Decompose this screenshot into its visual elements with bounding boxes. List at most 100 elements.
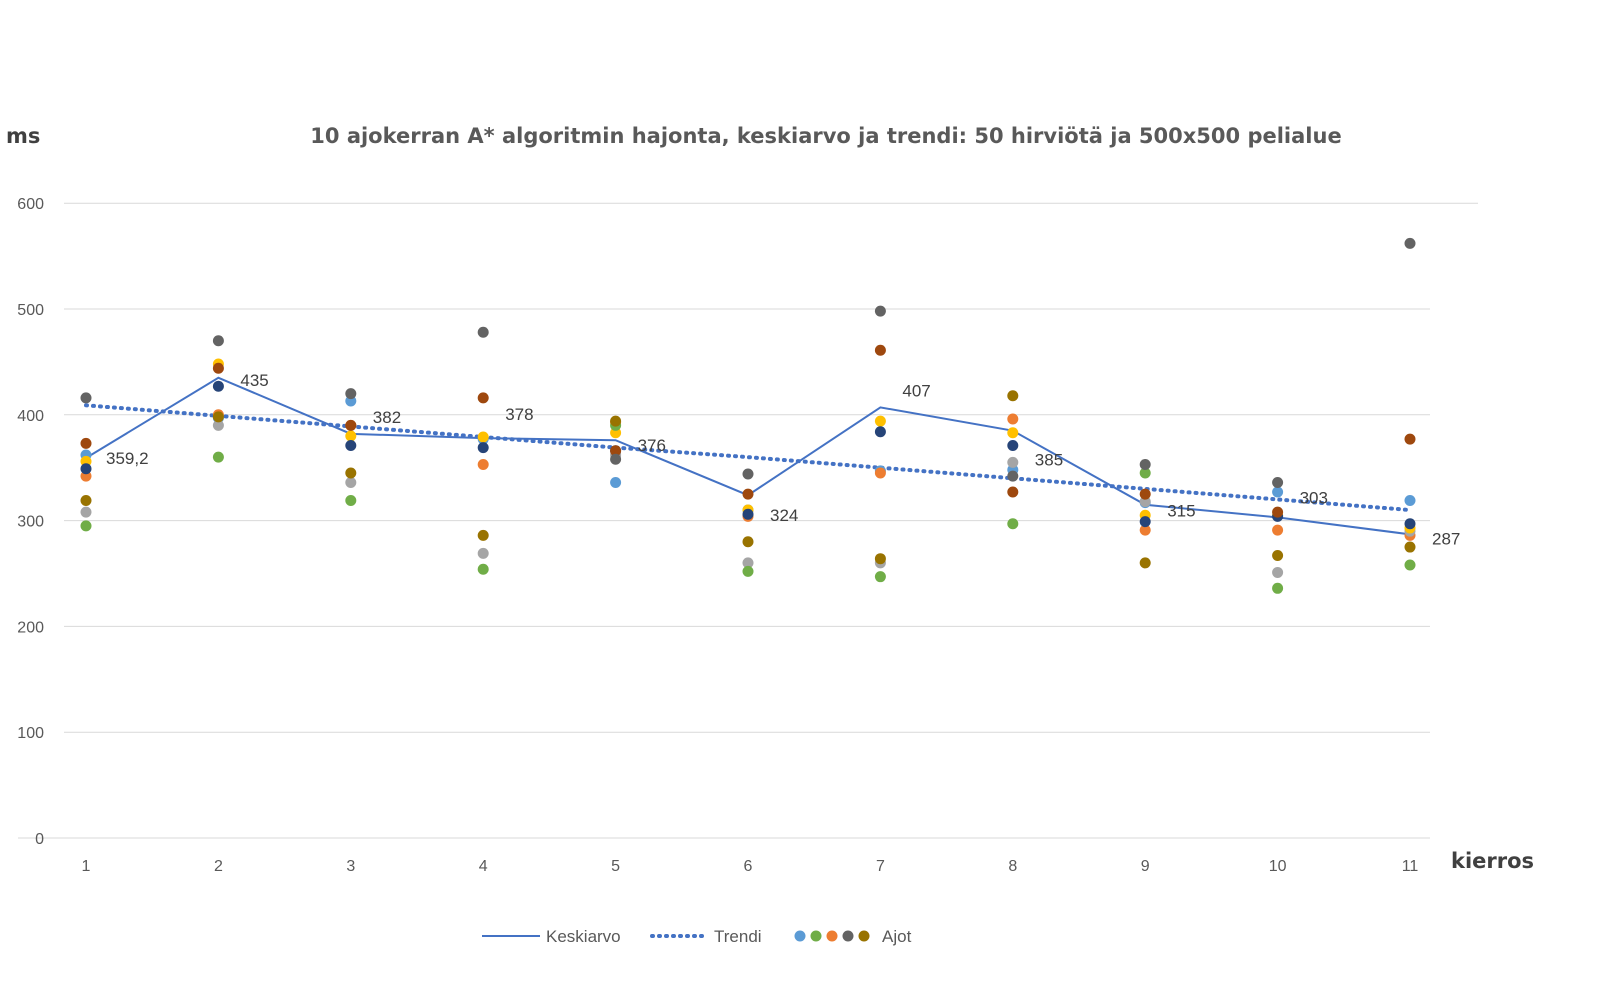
run-point (1139, 524, 1151, 536)
average-data-label: 287 (1432, 529, 1460, 548)
run-points (80, 237, 1416, 594)
average-data-label: 378 (505, 405, 533, 424)
y-tick-label: 400 (17, 408, 44, 425)
run-point (1272, 524, 1284, 536)
x-tick-label: 5 (611, 858, 620, 875)
run-point (345, 439, 357, 451)
run-point (212, 335, 224, 347)
run-point (1007, 456, 1019, 468)
run-point (1404, 518, 1416, 530)
x-axis-ticks: 1 2 3 4 5 6 7 8 9 10 11 (82, 858, 1419, 875)
run-point (874, 467, 886, 479)
x-tick-label: 8 (1008, 858, 1017, 875)
x-tick-label: 3 (346, 858, 355, 875)
run-point (212, 362, 224, 374)
run-point (874, 344, 886, 356)
x-tick-label: 11 (1402, 858, 1419, 875)
run-point (345, 419, 357, 431)
average-data-label: 324 (770, 506, 798, 525)
run-point (874, 415, 886, 427)
trend-line (84, 403, 1412, 513)
run-point (477, 431, 489, 443)
run-point (345, 494, 357, 506)
run-point (80, 392, 92, 404)
run-point (742, 508, 754, 520)
run-point (1404, 237, 1416, 249)
average-data-label: 376 (638, 436, 666, 455)
run-point (1139, 467, 1151, 479)
legend-trend-label: Trendi (714, 927, 762, 946)
run-point (1007, 390, 1019, 402)
run-point (477, 459, 489, 471)
run-point (477, 392, 489, 404)
x-tick-label: 2 (214, 858, 223, 875)
legend[interactable]: Keskiarvo Trendi Ajot (482, 927, 912, 946)
run-point (80, 463, 92, 475)
run-point (1007, 427, 1019, 439)
run-point (80, 506, 92, 518)
trend-series (84, 403, 1412, 513)
legend-runs-label: Ajot (882, 927, 912, 946)
run-point (1007, 413, 1019, 425)
run-point (1404, 541, 1416, 553)
legend-run-marker (842, 930, 854, 942)
average-data-label: 435 (240, 371, 268, 390)
data-labels: 359,2 435 382 378 376 324 407 385 315 303 287 (106, 371, 1460, 549)
average-data-label: 315 (1167, 502, 1195, 521)
run-point (477, 529, 489, 541)
average-data-label: 303 (1300, 488, 1328, 507)
run-point (610, 477, 622, 489)
run-point (477, 547, 489, 559)
run-point (1007, 470, 1019, 482)
run-point (1272, 477, 1284, 489)
run-point (742, 468, 754, 480)
run-point (874, 426, 886, 438)
run-point (874, 553, 886, 565)
legend-run-marker (826, 930, 838, 942)
gridlines (18, 202, 1478, 839)
legend-run-marker (858, 930, 870, 942)
run-point (1272, 550, 1284, 562)
run-point (610, 445, 622, 457)
y-tick-label: 500 (17, 302, 44, 319)
run-point (742, 488, 754, 500)
y-tick-label: 300 (17, 514, 44, 531)
y-axis-ticks: 0 100 200 300 400 500 600 (17, 196, 44, 848)
run-point (1139, 459, 1151, 471)
x-tick-label: 7 (876, 858, 885, 875)
run-point (345, 477, 357, 489)
run-point (1007, 439, 1019, 451)
run-point (874, 571, 886, 583)
y-tick-label: 200 (17, 619, 44, 636)
run-point (742, 557, 754, 569)
legend-run-marker (794, 930, 806, 942)
run-point (1139, 557, 1151, 569)
x-tick-label: 6 (744, 858, 753, 875)
run-point (212, 419, 224, 431)
x-tick-label: 9 (1141, 858, 1150, 875)
run-point (1404, 494, 1416, 506)
run-point (1404, 559, 1416, 571)
y-axis-unit: ms (6, 124, 40, 148)
run-point (1272, 566, 1284, 578)
run-point (742, 536, 754, 548)
x-tick-label: 1 (82, 858, 91, 875)
run-point (874, 305, 886, 317)
run-point (212, 411, 224, 423)
run-point (1139, 516, 1151, 528)
run-point (80, 494, 92, 506)
x-tick-label: 4 (479, 858, 488, 875)
average-data-label: 407 (902, 381, 930, 400)
run-point (477, 442, 489, 454)
run-point (1404, 433, 1416, 445)
run-point (212, 451, 224, 463)
run-point (80, 520, 92, 532)
run-point (212, 380, 224, 392)
run-point (610, 415, 622, 427)
run-point (1272, 582, 1284, 594)
run-point (610, 453, 622, 465)
run-point (1007, 518, 1019, 530)
chart-title: 10 ajokerran A* algoritmin hajonta, kesk… (310, 124, 1341, 148)
run-point (80, 437, 92, 449)
